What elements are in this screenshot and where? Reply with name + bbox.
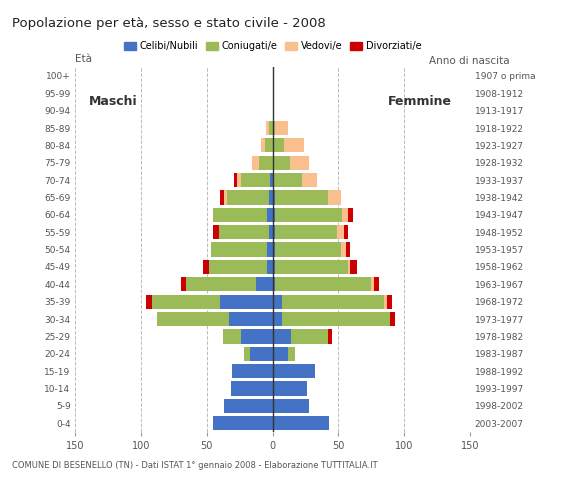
Bar (284, 138, 304, 153)
Bar (341, 242, 346, 257)
Bar (385, 295, 387, 309)
Bar (328, 191, 341, 204)
Bar (267, 260, 273, 274)
Legend: Celibi/Nubili, Coniugati/e, Vedovi/e, Divorziati/e: Celibi/Nubili, Coniugati/e, Vedovi/e, Di… (120, 37, 425, 55)
Bar (273, 86, 274, 100)
Bar (273, 329, 291, 344)
Bar (209, 260, 267, 274)
Bar (273, 225, 275, 240)
Bar (269, 225, 273, 240)
Bar (220, 191, 224, 204)
Bar (273, 242, 275, 257)
Bar (266, 121, 269, 135)
Bar (387, 295, 392, 309)
Bar (276, 208, 342, 222)
Bar (267, 242, 273, 257)
Bar (273, 208, 275, 222)
Bar (224, 399, 273, 413)
Bar (273, 104, 274, 118)
Bar (282, 295, 385, 309)
Bar (289, 156, 309, 170)
Text: Femmine: Femmine (388, 96, 452, 108)
Bar (342, 208, 347, 222)
Bar (264, 138, 273, 153)
Bar (276, 121, 288, 135)
Bar (273, 399, 309, 413)
Bar (371, 277, 374, 291)
Bar (276, 191, 328, 204)
Bar (276, 260, 347, 274)
Text: Età: Età (75, 54, 92, 64)
Bar (259, 156, 273, 170)
Bar (269, 191, 273, 204)
Y-axis label: Anno di nascita: Anno di nascita (429, 56, 510, 66)
Bar (273, 121, 275, 135)
Bar (220, 295, 273, 309)
Bar (273, 347, 288, 361)
Bar (203, 260, 209, 274)
Bar (213, 225, 219, 240)
Bar (343, 225, 347, 240)
Text: COMUNE DI BESENELLO (TN) - Dati ISTAT 1° gennaio 2008 - Elaborazione TUTTITALIA.: COMUNE DI BESENELLO (TN) - Dati ISTAT 1°… (12, 461, 377, 470)
Bar (346, 242, 350, 257)
Bar (219, 225, 269, 240)
Bar (350, 260, 357, 274)
Bar (291, 329, 328, 344)
Bar (146, 295, 151, 309)
Bar (328, 329, 332, 344)
Bar (261, 138, 264, 153)
Bar (276, 225, 337, 240)
Bar (276, 277, 371, 291)
Bar (250, 347, 273, 361)
Bar (230, 382, 273, 396)
Bar (213, 416, 273, 431)
Bar (337, 225, 343, 240)
Bar (390, 312, 395, 326)
Bar (273, 416, 329, 431)
Bar (241, 329, 273, 344)
Bar (270, 173, 273, 187)
Bar (302, 173, 317, 187)
Bar (256, 277, 273, 291)
Bar (273, 138, 284, 153)
Bar (273, 191, 275, 204)
Bar (282, 312, 390, 326)
Bar (237, 173, 241, 187)
Bar (273, 364, 315, 378)
Bar (276, 242, 341, 257)
Bar (347, 208, 353, 222)
Text: Maschi: Maschi (89, 96, 137, 108)
Bar (273, 382, 307, 396)
Bar (347, 260, 350, 274)
Bar (269, 121, 273, 135)
Bar (180, 277, 186, 291)
Bar (186, 277, 256, 291)
Bar (241, 173, 270, 187)
Bar (244, 347, 250, 361)
Bar (273, 156, 289, 170)
Bar (374, 277, 379, 291)
Bar (224, 191, 227, 204)
Bar (157, 312, 229, 326)
Bar (232, 364, 273, 378)
Bar (273, 295, 282, 309)
Bar (252, 156, 259, 170)
Bar (151, 295, 220, 309)
Bar (273, 312, 282, 326)
Bar (234, 173, 237, 187)
Bar (273, 277, 275, 291)
Bar (273, 260, 275, 274)
Bar (288, 347, 295, 361)
Bar (273, 69, 274, 83)
Bar (273, 173, 302, 187)
Text: Popolazione per età, sesso e stato civile - 2008: Popolazione per età, sesso e stato civil… (12, 17, 325, 30)
Bar (227, 191, 269, 204)
Bar (267, 208, 273, 222)
Bar (223, 329, 241, 344)
Bar (213, 208, 267, 222)
Bar (229, 312, 273, 326)
Bar (211, 242, 267, 257)
